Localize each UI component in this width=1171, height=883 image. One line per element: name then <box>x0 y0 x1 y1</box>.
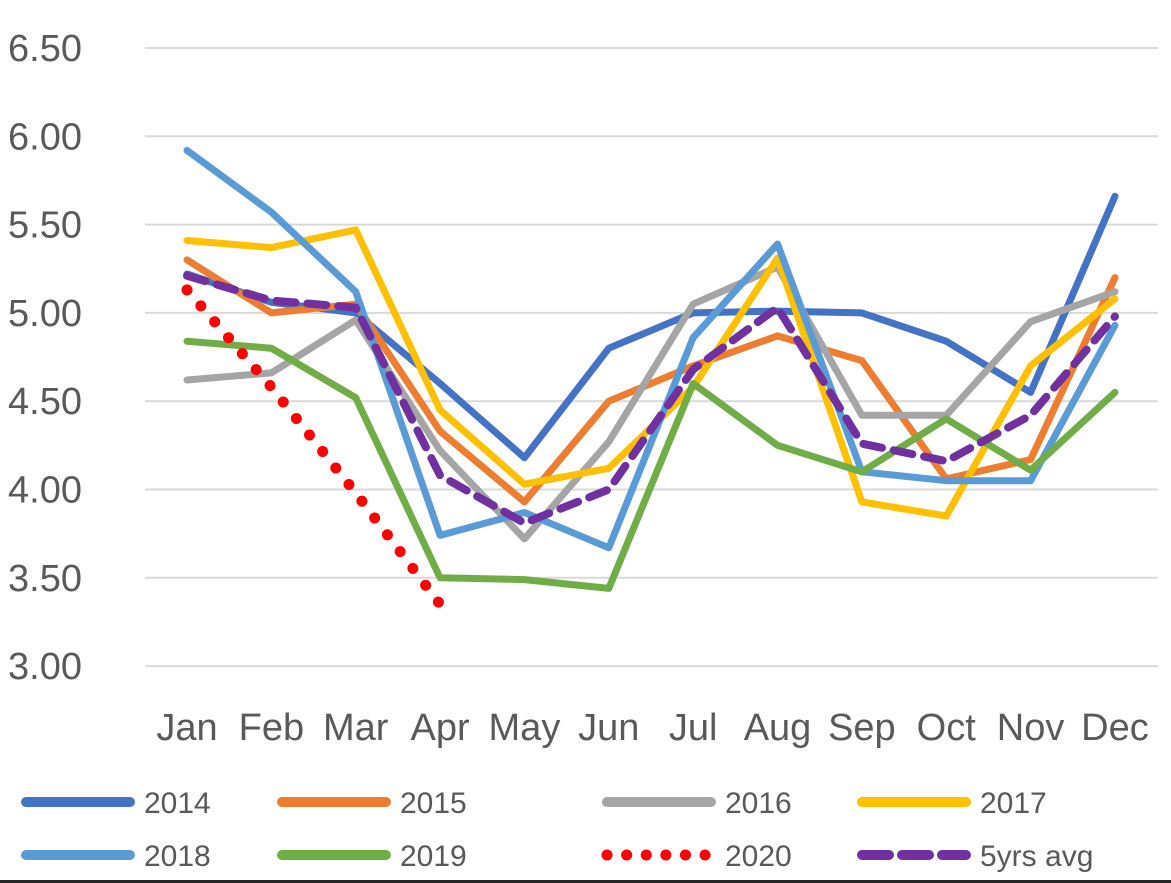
x-axis-month-label: Mar <box>323 707 389 749</box>
legend-label-2017: 2017 <box>980 787 1047 820</box>
x-axis-month-label: May <box>489 707 561 749</box>
chart-bottom-border <box>0 880 1171 883</box>
x-axis-month-label: Apr <box>411 707 470 749</box>
legend-label-2015: 2015 <box>400 787 467 820</box>
legend-label-2014: 2014 <box>144 787 211 820</box>
x-axis-month-label: Nov <box>997 707 1065 749</box>
y-axis-tick-label: 5.50 <box>8 205 82 247</box>
legend-label-2018: 2018 <box>144 840 211 873</box>
y-axis-tick-label: 6.00 <box>8 116 82 158</box>
legend-label-5yrs-avg: 5yrs avg <box>980 840 1093 873</box>
legend-label-2019: 2019 <box>400 840 467 873</box>
x-axis-month-label: Feb <box>239 707 304 749</box>
x-axis-month-label: Aug <box>744 707 812 749</box>
x-axis-month-label: Dec <box>1081 707 1149 749</box>
x-axis-month-label: Oct <box>917 707 977 749</box>
series-line-2019 <box>183 337 1119 592</box>
y-axis-tick-label: 4.00 <box>8 470 82 512</box>
legend-label-2020: 2020 <box>725 840 792 873</box>
y-axis-tick-label: 3.00 <box>8 646 82 688</box>
x-axis-month-label: Sep <box>828 707 896 749</box>
x-axis-month-label: Jul <box>669 707 718 749</box>
series-line-2018 <box>183 146 1119 552</box>
y-axis-tick-label: 5.00 <box>8 293 82 335</box>
series-line-2020 <box>181 284 446 610</box>
y-axis-tick-label: 3.50 <box>8 558 82 600</box>
series-line-2016 <box>183 263 1119 543</box>
series-line-2014 <box>183 192 1119 462</box>
y-axis-tick-label: 6.50 <box>8 28 82 70</box>
series-line-5yrs-avg <box>183 271 1119 528</box>
x-axis-month-label: Jun <box>578 707 639 749</box>
x-axis-month-label: Jan <box>156 707 217 749</box>
y-axis-tick-label: 4.50 <box>8 381 82 423</box>
legend-label-2016: 2016 <box>725 787 792 820</box>
